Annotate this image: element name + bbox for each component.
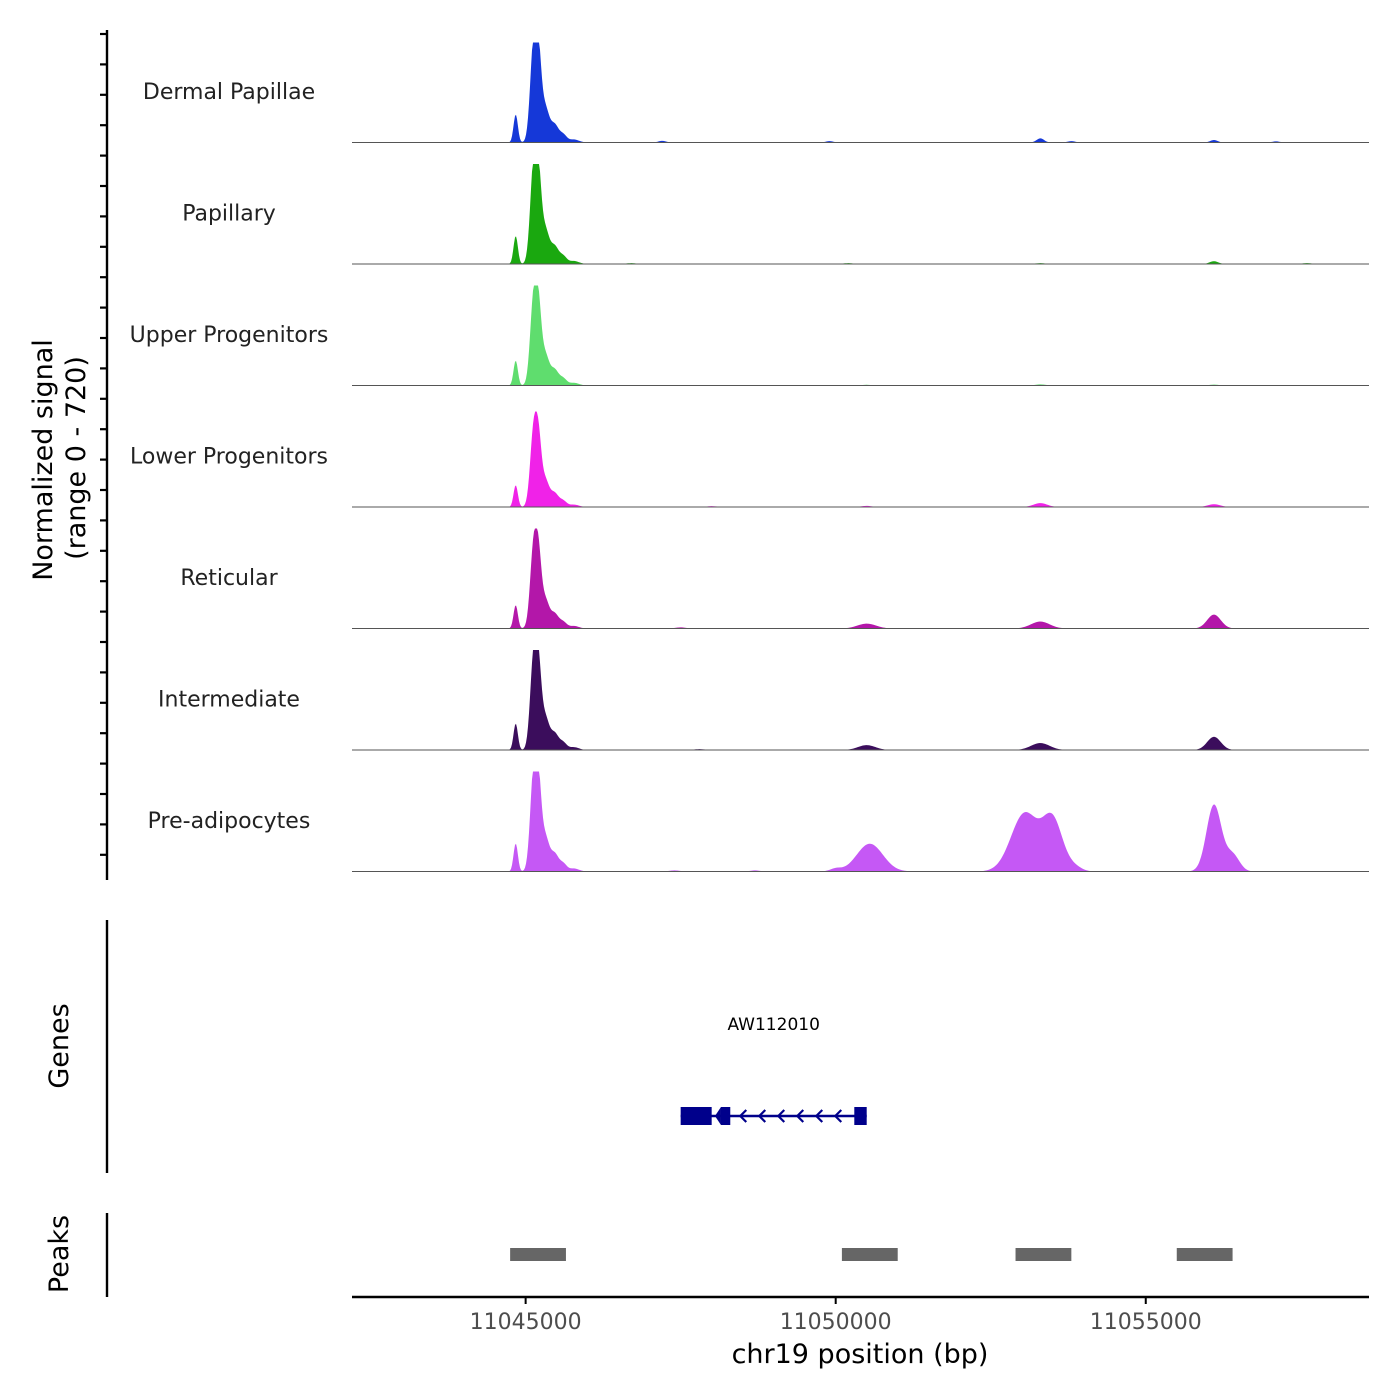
genes-track-label: Genes — [44, 1003, 75, 1088]
signal-area-lower-progenitors — [352, 410, 1369, 507]
gene-annotation: AW112010 — [680, 1015, 867, 1125]
x-tick-label: 11045000 — [470, 1310, 582, 1335]
x-axis-title: chr19 position (bp) — [732, 1339, 989, 1370]
coverage-tracks: Dermal Papillae Papillary Upper Progenitor… — [130, 42, 1369, 872]
x-tick-label: 11050000 — [780, 1310, 892, 1335]
track-label-pre-adipocytes: Pre-adipocytes — [148, 809, 311, 834]
signal-area-pre-adipocytes — [352, 771, 1369, 872]
signal-area-papillary — [352, 164, 1369, 264]
peak-region — [1176, 1248, 1233, 1261]
gene-exon — [720, 1107, 731, 1125]
gene-name-label: AW112010 — [727, 1015, 819, 1035]
strand-arrow — [795, 1109, 805, 1123]
track-label-upper-progenitors: Upper Progenitors — [130, 323, 329, 348]
strand-arrow — [833, 1109, 843, 1123]
y-axis-title: Normalized signal — [28, 339, 59, 581]
strand-arrowhead — [714, 1107, 721, 1125]
strand-arrow — [738, 1109, 748, 1123]
track-intermediate: Intermediate — [158, 650, 1369, 751]
track-reticular: Reticular — [180, 528, 1369, 629]
track-label-intermediate: Intermediate — [158, 688, 300, 713]
track-label-reticular: Reticular — [180, 566, 278, 591]
peak-region — [510, 1248, 566, 1261]
y-axis-range: (range 0 - 720) — [61, 356, 92, 560]
peak-region — [841, 1248, 898, 1261]
track-upper-progenitors: Upper Progenitors — [130, 285, 1369, 386]
signal-area-intermediate — [352, 650, 1369, 750]
gene-exon — [680, 1107, 712, 1125]
strand-arrow — [757, 1109, 767, 1123]
track-label-lower-progenitors: Lower Progenitors — [130, 445, 328, 470]
signal-area-reticular — [352, 528, 1369, 629]
peak-region — [1015, 1248, 1072, 1261]
signal-area-upper-progenitors — [352, 285, 1369, 386]
coverage-y-ticks — [100, 32, 107, 856]
track-lower-progenitors: Lower Progenitors — [130, 410, 1369, 508]
peaks-track-label: Peaks — [44, 1215, 75, 1293]
x-tick-label: 11055000 — [1090, 1310, 1202, 1335]
gene-exon — [854, 1107, 867, 1125]
signal-area-dermal-papillae — [352, 42, 1369, 143]
track-dermal-papillae: Dermal Papillae — [143, 42, 1369, 143]
peak-regions — [510, 1248, 1233, 1261]
x-axis-ticks: 11045000 11050000 11055000 — [470, 1297, 1202, 1335]
track-pre-adipocytes: Pre-adipocytes — [148, 771, 1369, 872]
strand-arrow — [814, 1109, 824, 1123]
strand-arrow — [776, 1109, 786, 1123]
track-label-papillary: Papillary — [182, 202, 276, 227]
track-papillary: Papillary — [182, 164, 1369, 265]
track-label-dermal-papillae: Dermal Papillae — [143, 80, 315, 105]
